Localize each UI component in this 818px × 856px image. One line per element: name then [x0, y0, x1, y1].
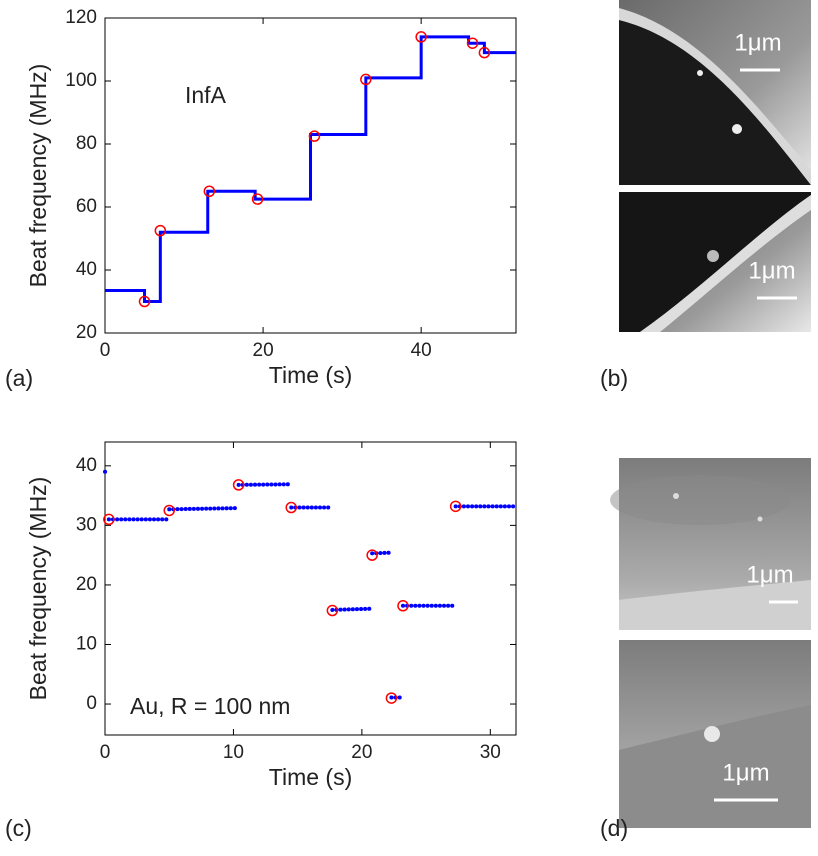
annotation: Au, R = 100 nm — [130, 693, 290, 719]
sem-edge — [619, 8, 811, 185]
particle — [757, 516, 763, 522]
panel-label: (c) — [5, 815, 32, 841]
panel-label: (b) — [600, 365, 628, 391]
annotation: InfA — [185, 82, 227, 108]
sem-edge — [619, 580, 811, 630]
data-point — [103, 513, 115, 526]
data-point — [203, 185, 216, 197]
sem-edge — [640, 195, 811, 332]
scale-label: 1μm — [748, 257, 795, 284]
y-tick-label: 10 — [76, 633, 97, 654]
data-point — [366, 549, 378, 561]
sem-surface — [619, 705, 811, 828]
data-point — [154, 224, 167, 237]
sem-image-d: 1μm 1μm — [610, 458, 811, 828]
particle — [673, 493, 679, 499]
x-tick-label: 20 — [253, 340, 274, 361]
y-tick-label: 80 — [76, 133, 97, 154]
x-tick-label: 10 — [223, 742, 244, 763]
data-point — [385, 692, 398, 704]
x-axis-label: Time (s) — [269, 362, 352, 388]
sem-image-b: 1μm 1μm — [619, 0, 811, 332]
data-point — [415, 31, 427, 43]
data-line — [105, 35, 516, 303]
y-tick-label: 120 — [65, 7, 97, 28]
data-point — [466, 37, 479, 49]
particle — [707, 250, 719, 262]
particle — [732, 124, 742, 134]
x-tick-label: 20 — [351, 742, 372, 763]
x-axis-label: Time (s) — [269, 764, 352, 790]
data-point — [138, 295, 151, 308]
x-tick-label: 0 — [100, 742, 111, 763]
panel-label: (d) — [600, 815, 628, 841]
x-tick-label: 40 — [411, 340, 432, 361]
y-tick-label: 40 — [76, 455, 97, 476]
panel-label: (a) — [5, 365, 33, 391]
data-point — [449, 500, 462, 513]
sem-surface — [619, 0, 811, 185]
scale-label: 1μm — [734, 29, 781, 56]
y-tick-label: 0 — [86, 693, 97, 714]
x-tick-label: 0 — [100, 340, 111, 361]
sem-feature — [610, 475, 790, 525]
data-point — [251, 193, 264, 205]
data-point — [478, 46, 491, 59]
y-tick-label: 30 — [76, 514, 97, 535]
plot-frame — [104, 441, 517, 736]
particle — [697, 70, 703, 76]
y-tick-label: 60 — [76, 196, 97, 217]
data-point — [397, 600, 409, 612]
particle — [704, 726, 720, 742]
x-tick-label: 30 — [480, 742, 501, 763]
data-point — [308, 130, 321, 142]
scale-label: 1μm — [746, 561, 793, 588]
y-tick-label: 40 — [76, 259, 97, 280]
data-point — [285, 501, 297, 514]
scale-label: 1μm — [722, 759, 769, 786]
y-tick-label: 20 — [76, 322, 97, 343]
data-point — [232, 479, 245, 491]
data-point — [360, 73, 372, 86]
y-axis-label: Beat frequency (MHz) — [25, 477, 51, 701]
plot-frame — [104, 17, 517, 334]
data-point — [326, 604, 339, 617]
data-point — [163, 504, 175, 517]
y-tick-label: 100 — [65, 70, 97, 91]
y-tick-label: 20 — [76, 574, 97, 595]
y-axis-label: Beat frequency (MHz) — [25, 64, 51, 288]
